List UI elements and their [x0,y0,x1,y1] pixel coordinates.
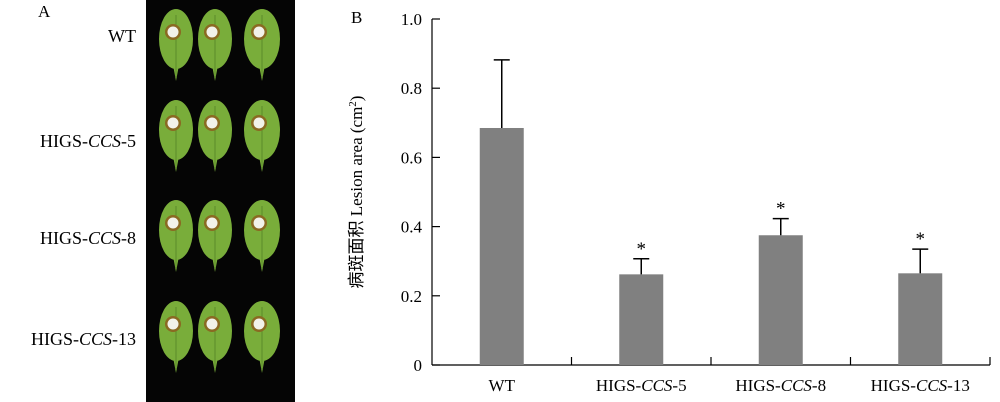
bar [758,235,803,365]
leaf [244,301,280,373]
y-tick-label: 0.8 [401,79,422,98]
leaf [244,100,280,172]
leaf [198,9,232,81]
y-tick-label: 1.0 [401,10,422,29]
y-tick-label: 0 [414,356,423,375]
row-label: HIGS-CCS-5 [39,131,136,151]
x-tick-label: HIGS-CCS-8 [735,376,826,395]
row-label: HIGS-CCS-13 [30,329,136,349]
leaf [159,100,193,172]
leaf [244,9,280,81]
leaf [159,200,193,272]
bar [619,274,664,365]
significance-marker: * [776,199,786,220]
leaf [198,200,232,272]
y-tick-label: 0.2 [401,287,422,306]
y-tick-label: 0.4 [401,218,423,237]
y-axis-label: 病斑面积 Lesion area (cm2) [347,96,366,289]
x-tick-label: WT [489,376,516,395]
leaf [244,200,280,272]
leaf [159,9,193,81]
significance-marker: * [916,229,926,250]
row-label: HIGS-CCS-8 [39,228,136,248]
leaf [159,301,193,373]
panel-b-label: B [351,8,362,27]
leaf [198,100,232,172]
y-tick-label: 0.6 [401,148,422,167]
bar [479,127,524,366]
x-tick-label: HIGS-CCS-5 [596,376,687,395]
bar [898,273,943,365]
leaf [198,301,232,373]
significance-marker: * [637,239,647,260]
row-label: WT [108,26,136,46]
x-tick-label: HIGS-CCS-13 [871,376,970,395]
panel-a-label: A [38,2,51,21]
